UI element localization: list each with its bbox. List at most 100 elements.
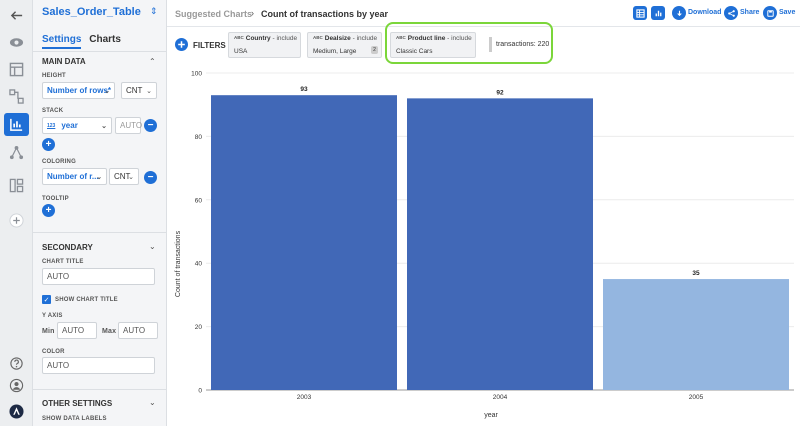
tab-charts[interactable]: Charts <box>89 34 121 45</box>
y-tick-label: 20 <box>195 324 203 331</box>
back-arrow-icon[interactable] <box>4 4 29 27</box>
chart-view-button[interactable] <box>651 6 665 20</box>
chart-title-input[interactable]: AUTO <box>42 268 155 285</box>
page-title: Count of transactions by year <box>261 9 389 19</box>
stack-field-select[interactable]: 123 year ⌄ <box>42 117 112 134</box>
x-tick-label: 2005 <box>689 394 704 401</box>
table-view-button[interactable] <box>633 6 647 20</box>
breadcrumb-suggested-charts[interactable]: Suggested Charts <box>175 9 253 19</box>
remove-stack-button[interactable]: − <box>144 119 157 132</box>
color-select[interactable]: AUTO <box>42 357 155 374</box>
height-agg-select[interactable]: CNT ⌄ <box>121 82 157 99</box>
height-field-select[interactable]: Number of rows* ⌄ <box>42 82 115 99</box>
icon-rail <box>0 0 33 426</box>
y-axis-title: Count of transactions <box>175 230 182 297</box>
y-max-input[interactable]: AUTO <box>118 322 158 339</box>
stack-field-value: year <box>61 121 78 130</box>
updown-chevron-icon[interactable]: ⇕ <box>150 6 158 16</box>
filter-value: Medium, Large <box>313 48 357 55</box>
filter-chip-product-line[interactable]: ABC Product line - include Classic Cars <box>390 32 476 58</box>
coloring-field-select[interactable]: Number of r... ⌄ <box>42 168 107 185</box>
filter-chip-country[interactable]: ABC Country - include USA <box>228 32 301 58</box>
y-tick-label: 100 <box>191 71 202 78</box>
share-button[interactable] <box>724 6 738 20</box>
user-icon[interactable] <box>4 374 29 397</box>
filter-value: Classic Cars <box>396 48 433 55</box>
eye-icon[interactable] <box>4 31 29 54</box>
bar <box>211 95 397 390</box>
chevron-down-icon[interactable]: ⌄ <box>149 242 156 251</box>
x-tick-label: 2004 <box>493 394 508 401</box>
data-label: 92 <box>496 89 504 96</box>
add-stack-button[interactable]: + <box>42 138 55 151</box>
chevron-down-icon: ⌄ <box>146 87 152 95</box>
table-selector[interactable]: Sales_Order_Table <box>42 6 141 18</box>
download-label[interactable]: Download <box>688 9 722 16</box>
color-label: COLOR <box>42 349 65 355</box>
save-label[interactable]: Save <box>779 9 796 16</box>
text-type-icon: ABC <box>234 35 244 40</box>
transactions-divider <box>489 37 492 52</box>
y-tick-label: 40 <box>195 261 203 268</box>
y-max-value: AUTO <box>123 326 146 335</box>
dashboard-icon[interactable] <box>4 174 29 197</box>
bar <box>603 279 789 390</box>
height-label: HEIGHT <box>42 73 66 79</box>
x-axis-title: year <box>484 412 498 419</box>
transactions-count: transactions: 220 <box>496 41 550 48</box>
add-tooltip-button[interactable]: + <box>42 204 55 217</box>
min-label: Min <box>42 328 55 335</box>
coloring-agg-select[interactable]: CNT ⌄ <box>109 168 139 185</box>
help-icon[interactable] <box>4 352 29 375</box>
filter-chip-header: ABC Dealsize - include <box>313 35 377 42</box>
add-icon[interactable] <box>4 209 29 232</box>
grid-icon <box>635 8 645 18</box>
stack-label: STACK <box>42 108 64 114</box>
chart-title-label: CHART TITLE <box>42 259 84 265</box>
chevron-up-icon[interactable]: ⌃ <box>149 57 156 66</box>
chart-bars: 93 2003 92 2004 35 2005 <box>211 86 789 401</box>
y-tick-label: 0 <box>198 388 202 395</box>
app-logo-icon[interactable] <box>4 400 29 423</box>
download-button[interactable] <box>672 6 686 20</box>
y-tick-label: 60 <box>195 197 203 204</box>
other-settings-title: OTHER SETTINGS <box>42 399 113 408</box>
share-label[interactable]: Share <box>740 9 760 16</box>
chevron-down-icon[interactable]: ⌄ <box>149 398 156 407</box>
show-chart-title-checkbox[interactable]: ✓ <box>42 295 51 304</box>
download-icon <box>676 10 682 16</box>
filter-mode: - include <box>272 35 298 42</box>
panel-tabs: Settings Charts <box>42 34 121 49</box>
secondary-title: SECONDARY <box>42 243 93 252</box>
data-label: 35 <box>692 270 700 277</box>
add-filter-button[interactable] <box>175 38 188 51</box>
bar <box>407 98 593 391</box>
chart-icon[interactable] <box>4 113 29 136</box>
text-type-icon: ABC <box>396 35 406 40</box>
remove-coloring-button[interactable]: − <box>144 171 157 184</box>
filter-field: Product line <box>407 35 446 42</box>
coloring-field-value: Number of r... <box>47 172 99 181</box>
save-icon <box>766 9 774 17</box>
breadcrumb-separator: › <box>251 8 254 18</box>
divider <box>33 389 166 390</box>
filter-mode: - include <box>447 35 472 42</box>
filter-value: USA <box>234 48 248 55</box>
filter-chip-dealsize[interactable]: ABC Dealsize - include Medium, Large 2 <box>307 32 382 58</box>
flow-icon[interactable] <box>4 85 29 108</box>
show-data-labels-label: SHOW DATA LABELS <box>42 416 107 422</box>
chevron-down-icon: ⌄ <box>96 173 102 181</box>
filter-field: Country <box>245 35 271 42</box>
save-button[interactable] <box>763 6 777 20</box>
y-min-input[interactable]: AUTO <box>57 322 97 339</box>
tab-settings[interactable]: Settings <box>42 34 82 49</box>
chevron-down-icon: ⌄ <box>128 173 134 181</box>
y-min-value: AUTO <box>62 326 85 335</box>
table-layout-icon[interactable] <box>4 58 29 81</box>
highlight-outline <box>385 22 553 64</box>
number-type-icon: 123 <box>47 122 56 129</box>
show-chart-title-label: SHOW CHART TITLE <box>55 297 118 303</box>
network-icon[interactable] <box>4 141 29 164</box>
filter-field: Dealsize <box>324 35 351 42</box>
stack-auto-input[interactable]: AUTO <box>115 117 142 134</box>
